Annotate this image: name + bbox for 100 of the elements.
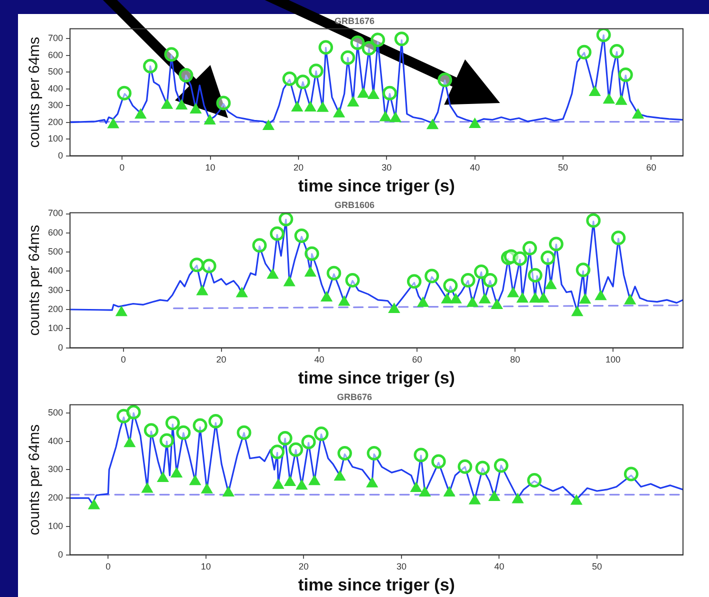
y-tick-label: 0 [58,549,64,560]
y-tick-label: 0 [58,150,64,160]
point [158,472,168,482]
point [309,476,320,486]
point [443,278,458,293]
y-tick-label: 600 [48,227,64,238]
point [368,90,379,99]
point [278,431,292,446]
point [263,120,274,130]
point [458,459,472,474]
y-tick-label: 400 [48,266,64,276]
point [366,478,378,488]
point [512,251,528,266]
point [450,294,461,304]
point [596,290,606,300]
point [236,425,252,440]
x-tick-label: 10 [205,162,216,173]
point [202,258,216,274]
point [442,294,452,304]
point [390,112,401,122]
point [124,438,135,448]
x-tick-label: 40 [494,562,504,572]
point [301,434,316,450]
point [604,94,614,104]
point [546,280,556,290]
point [252,238,267,253]
x-tick-label: 80 [510,354,520,365]
y-axis-title: counts per 64ms [26,36,44,148]
point [492,300,502,309]
point [480,294,490,304]
point [270,444,285,460]
point [334,471,345,481]
y-tick-label: 600 [48,50,64,60]
point [470,495,480,504]
point [624,295,636,304]
point [580,294,590,304]
y-tick-label: 200 [48,304,64,314]
point [512,494,523,504]
y-tick-label: 200 [48,116,64,127]
point [278,212,294,226]
point [522,240,538,256]
point [270,226,284,241]
point [160,433,174,448]
point [216,96,231,110]
point [572,306,582,316]
point [236,288,248,298]
point [208,414,223,428]
point [308,64,324,78]
y-tick-label: 500 [48,408,64,418]
point [223,487,234,496]
point [548,236,564,252]
x-axis-title: time since triger (s) [298,575,455,594]
x-tick-label: 60 [646,162,656,173]
y-tick-label: 300 [48,100,64,110]
point [282,71,297,86]
point [197,286,208,296]
point [190,476,200,486]
point [88,500,100,510]
y-tick-label: 400 [48,436,64,446]
point [318,40,334,55]
point [586,213,601,228]
point [382,86,397,100]
point [296,74,310,90]
y-tick-label: 400 [48,83,64,94]
x-tick-label: 0 [120,162,125,173]
y-tick-label: 300 [48,464,64,474]
point [326,266,342,280]
point [414,448,428,462]
point [162,100,172,109]
x-tick-label: 100 [605,354,620,365]
x-tick-label: 20 [216,354,226,365]
x-tick-label: 10 [200,562,211,572]
x-tick-label: 40 [314,354,324,365]
y-tick-label: 500 [48,246,64,257]
x-tick-label: 0 [106,562,111,572]
point [444,487,454,496]
point [624,466,638,482]
point [204,115,215,124]
point [165,416,180,430]
point [142,484,152,493]
point [470,118,480,128]
point [474,264,489,280]
point [616,96,626,105]
x-tick-label: 50 [558,162,568,173]
point [427,120,438,130]
y-tick-label: 100 [48,323,64,334]
point [350,35,365,50]
point [284,476,296,486]
y-tick-label: 100 [48,520,64,531]
point [305,267,316,277]
point [202,484,212,494]
point [590,86,600,96]
point [116,306,127,316]
point [144,423,158,438]
point [438,72,452,88]
point [117,86,132,100]
point [135,109,146,119]
point [475,460,490,476]
point [540,250,556,266]
y-tick-label: 700 [48,208,64,218]
